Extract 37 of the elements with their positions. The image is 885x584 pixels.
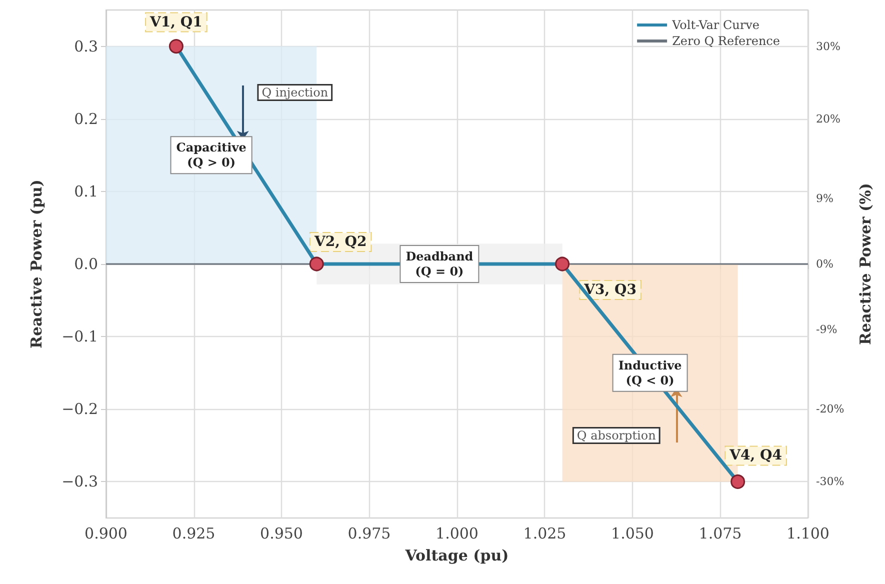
y2-tick-label: 30% bbox=[816, 40, 840, 53]
x-tick-label: 1.025 bbox=[523, 524, 566, 542]
x-tick-label: 0.975 bbox=[348, 524, 391, 542]
legend-label: Volt-Var Curve bbox=[671, 18, 760, 32]
x-axis-title: Voltage (pu) bbox=[404, 546, 509, 564]
x-tick-label: 1.000 bbox=[436, 524, 478, 542]
y2-tick-label: 20% bbox=[816, 112, 840, 126]
y-tick-label: 0.2 bbox=[74, 110, 98, 128]
band-label: Capacitive (Q > 0) bbox=[176, 140, 247, 170]
annotation: V4, Q4 bbox=[728, 448, 782, 464]
y-tick-label: −0.3 bbox=[62, 472, 98, 491]
y2-tick-label: 0% bbox=[816, 258, 834, 270]
annotation: V2, Q2 bbox=[313, 234, 367, 250]
x-tick-label: 0.925 bbox=[172, 524, 216, 542]
x-tick-label: 1.075 bbox=[698, 524, 742, 542]
y2-tick-label: 9% bbox=[816, 192, 834, 206]
y2-tick-label: -20% bbox=[816, 402, 844, 416]
y-tick-label: 0.1 bbox=[74, 182, 98, 200]
y2-axis-title: Reactive Power (%) bbox=[856, 183, 874, 345]
annotation: Q injection bbox=[262, 85, 328, 100]
band-label: Deadband (Q = 0) bbox=[406, 250, 474, 278]
annotation: V3, Q3 bbox=[583, 282, 636, 298]
x-tick-label: 1.100 bbox=[786, 524, 830, 542]
y-tick-label: 0.0 bbox=[74, 255, 98, 273]
legend-label: Zero Q Reference bbox=[672, 34, 780, 48]
y-tick-label: −0.1 bbox=[62, 328, 98, 346]
y-axis-title: Reactive Power (pu) bbox=[28, 179, 46, 349]
y2-tick-label: -9% bbox=[816, 322, 838, 336]
annotation: Q absorption bbox=[576, 428, 656, 443]
y-tick-label: 0.3 bbox=[74, 37, 98, 56]
y2-tick-label: -30% bbox=[816, 475, 844, 488]
y-tick-label: −0.2 bbox=[62, 400, 98, 418]
x-tick-label: 0.900 bbox=[84, 524, 128, 542]
x-tick-label: 0.950 bbox=[260, 524, 303, 542]
band-label: Inductive (Q < 0) bbox=[618, 358, 682, 388]
annotation: V1, Q1 bbox=[149, 14, 202, 30]
x-tick-label: 1.050 bbox=[611, 524, 654, 542]
